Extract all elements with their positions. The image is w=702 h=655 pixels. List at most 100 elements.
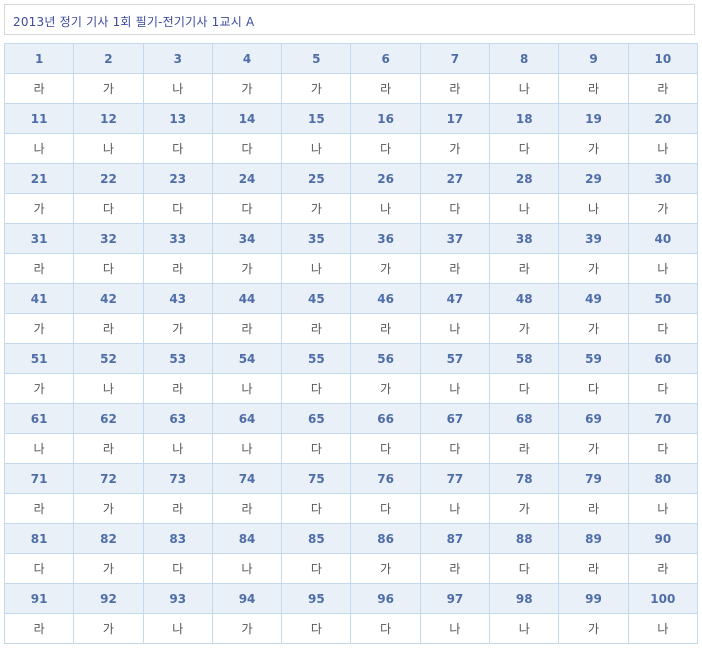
answer-cell: 라 [627, 553, 699, 584]
answer-cell: 라 [142, 493, 213, 524]
answer-cell: 가 [73, 73, 144, 104]
answer-cell: 라 [142, 373, 213, 404]
answer-cell: 라 [489, 253, 560, 284]
question-number: 94 [211, 583, 283, 614]
answer-cell: 라 [3, 613, 75, 644]
question-number: 55 [281, 343, 352, 374]
answer-cell: 다 [350, 613, 421, 644]
question-number: 54 [211, 343, 283, 374]
question-number: 1 [3, 43, 75, 74]
answer-cell: 나 [627, 253, 699, 284]
question-number: 80 [627, 463, 699, 494]
answer-cell: 가 [350, 253, 421, 284]
question-number-row: 21 22 23 24 25 26 27 28 29 30 [3, 163, 699, 194]
answer-cell: 다 [489, 553, 560, 584]
answer-cell: 가 [558, 313, 629, 344]
answer-table: 1 2 3 4 5 6 7 8 9 10 라 가 나 가 가 라 라 나 라 라 11 12 13 14 15 16 17 18 19 2… [3, 43, 699, 644]
answer-cell: 나 [211, 373, 283, 404]
question-number: 61 [3, 403, 75, 434]
question-number: 28 [489, 163, 560, 194]
question-number: 7 [419, 43, 491, 74]
answer-cell: 라 [3, 253, 75, 284]
answer-cell: 다 [281, 493, 352, 524]
answer-cell: 나 [419, 493, 491, 524]
answer-cell: 다 [489, 373, 560, 404]
answer-cell: 다 [73, 253, 144, 284]
answer-cell: 다 [281, 613, 352, 644]
question-number: 2 [73, 43, 144, 74]
question-number: 44 [211, 283, 283, 314]
question-number: 78 [489, 463, 560, 494]
answer-cell: 가 [142, 313, 213, 344]
answer-cell: 나 [419, 613, 491, 644]
answer-cell: 라 [489, 433, 560, 464]
question-number: 19 [558, 103, 629, 134]
answer-cell: 라 [142, 253, 213, 284]
question-number: 37 [419, 223, 491, 254]
question-number: 57 [419, 343, 491, 374]
answer-cell: 라 [211, 313, 283, 344]
answer-cell: 가 [558, 133, 629, 164]
question-number: 83 [142, 523, 213, 554]
question-number: 93 [142, 583, 213, 614]
question-number-row: 61 62 63 64 65 66 67 68 69 70 [3, 403, 699, 434]
question-number: 86 [350, 523, 421, 554]
question-number: 23 [142, 163, 213, 194]
answer-cell: 다 [627, 433, 699, 464]
question-number: 52 [73, 343, 144, 374]
question-number: 25 [281, 163, 352, 194]
answer-cell: 나 [142, 73, 213, 104]
answer-cell: 라 [419, 253, 491, 284]
question-number-row: 91 92 93 94 95 96 97 98 99 100 [3, 583, 699, 614]
question-number: 62 [73, 403, 144, 434]
answer-cell: 라 [419, 553, 491, 584]
answer-cell: 라 [419, 73, 491, 104]
question-number: 100 [627, 583, 699, 614]
answer-cell: 나 [3, 433, 75, 464]
answer-cell: 가 [73, 613, 144, 644]
question-number: 77 [419, 463, 491, 494]
question-number: 90 [627, 523, 699, 554]
answer-cell: 다 [419, 193, 491, 224]
question-number: 5 [281, 43, 352, 74]
answer-cell: 가 [558, 613, 629, 644]
question-number: 81 [3, 523, 75, 554]
answer-cell: 라 [350, 73, 421, 104]
page-title: 2013년 정기 기사 1회 필기-전기기사 1교시 A [13, 15, 255, 29]
question-number: 74 [211, 463, 283, 494]
title-box: 2013년 정기 기사 1회 필기-전기기사 1교시 A [4, 4, 695, 35]
answer-cell: 다 [558, 373, 629, 404]
question-number: 39 [558, 223, 629, 254]
question-number-row: 81 82 83 84 85 86 87 88 89 90 [3, 523, 699, 554]
answer-cell: 가 [281, 193, 352, 224]
answer-cell: 다 [73, 193, 144, 224]
question-number-row: 31 32 33 34 35 36 37 38 39 40 [3, 223, 699, 254]
answer-cell: 다 [419, 433, 491, 464]
answer-cell: 라 [558, 73, 629, 104]
question-number: 65 [281, 403, 352, 434]
question-number: 99 [558, 583, 629, 614]
question-number: 26 [350, 163, 421, 194]
answer-cell: 다 [350, 133, 421, 164]
answer-cell: 가 [489, 493, 560, 524]
answer-cell: 라 [627, 73, 699, 104]
question-number: 30 [627, 163, 699, 194]
answer-cell: 나 [489, 613, 560, 644]
question-number: 41 [3, 283, 75, 314]
question-number: 21 [3, 163, 75, 194]
question-number-row: 51 52 53 54 55 56 57 58 59 60 [3, 343, 699, 374]
question-number: 27 [419, 163, 491, 194]
question-number: 35 [281, 223, 352, 254]
question-number: 18 [489, 103, 560, 134]
answer-cell: 나 [73, 133, 144, 164]
answer-cell: 다 [627, 373, 699, 404]
answer-cell: 라 [558, 553, 629, 584]
question-number: 8 [489, 43, 560, 74]
question-number: 16 [350, 103, 421, 134]
answer-cell: 가 [350, 373, 421, 404]
question-number: 45 [281, 283, 352, 314]
question-number: 60 [627, 343, 699, 374]
